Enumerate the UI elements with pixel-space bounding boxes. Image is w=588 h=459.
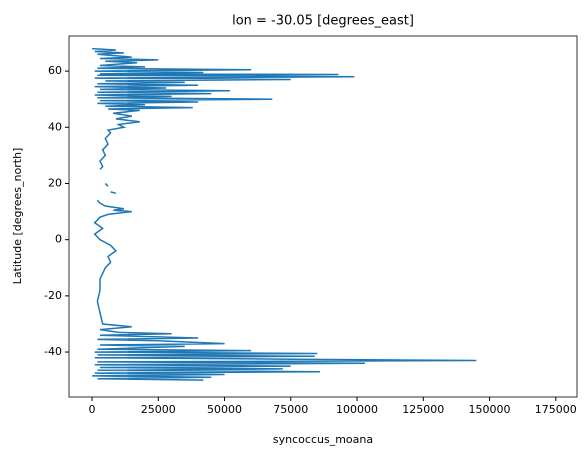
x-tick-label: 150000 [469,403,511,416]
x-tick-label: 175000 [535,403,577,416]
y-tick-label: 0 [55,233,62,246]
x-tick-label: 75000 [273,403,308,416]
y-tick-label: 20 [48,176,62,189]
plot-frame [68,35,578,398]
y-tick-label: 60 [48,64,62,77]
y-axis-label: Latitude [degrees_north] [11,148,24,285]
data-line [92,47,477,381]
x-tick-label: 0 [89,403,96,416]
x-axis-label: syncoccus_moana [273,433,373,446]
x-tick-label: 25000 [141,403,176,416]
y-tick-label: -20 [44,289,62,302]
y-tick-label: -40 [44,345,62,358]
chart-title: lon = -30.05 [degrees_east] [232,14,414,29]
y-tick-label: 40 [48,120,62,133]
x-tick-label: 100000 [336,403,378,416]
x-tick-label: 125000 [402,403,444,416]
x-tick-label: 50000 [207,403,242,416]
